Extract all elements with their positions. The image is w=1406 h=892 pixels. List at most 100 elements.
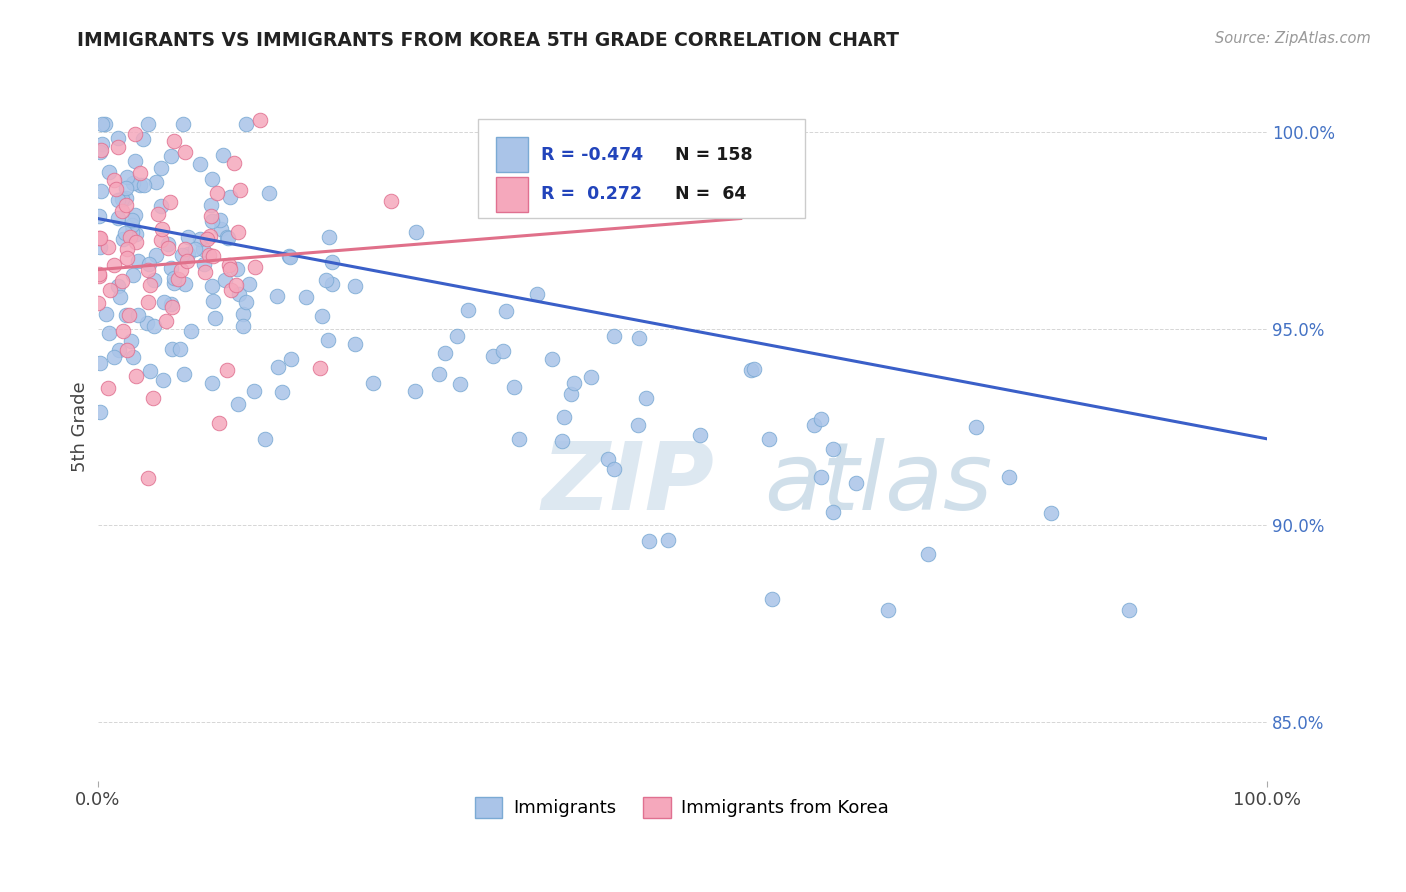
Point [111,203,134,218]
Point [318,230,340,244]
Point [136,294,159,309]
Point [90,184,112,198]
Point [1039,506,1062,520]
Point [427,367,450,381]
Point [118,308,141,322]
Point [596,452,619,467]
Point [257,186,280,201]
Point [149,161,172,175]
Point [125,368,148,383]
Point [132,131,155,145]
Point [115,252,138,266]
Point [823,505,845,519]
Point [149,199,172,213]
Point [162,343,184,357]
Point [201,214,224,228]
Point [155,314,177,328]
Point [280,351,302,366]
Point [149,233,172,247]
Point [823,442,845,457]
Point [198,248,221,262]
Point [152,373,174,387]
Text: R = -0.474: R = -0.474 [541,145,643,164]
Point [278,250,301,264]
Point [107,139,129,153]
Point [110,290,132,304]
Point [553,409,575,424]
Point [176,254,198,268]
Point [344,336,367,351]
Point [89,231,111,245]
Point [228,286,250,301]
Point [201,376,224,391]
Point [225,277,247,292]
Point [266,289,288,303]
Point [122,350,145,364]
Point [111,232,134,246]
Point [125,227,148,242]
Point [139,364,162,378]
Point [194,265,217,279]
Point [231,308,253,322]
Point [198,229,221,244]
Point [136,262,159,277]
Point [201,279,224,293]
Point [121,176,143,190]
Point [184,242,207,256]
Point [202,293,225,308]
Point [380,194,402,208]
Point [188,231,211,245]
Point [172,248,194,262]
Point [174,277,197,292]
Point [810,411,832,425]
Point [114,191,136,205]
Point [107,211,129,225]
Point [502,380,524,394]
Point [122,268,145,283]
Text: N =  64: N = 64 [675,186,747,203]
Point [845,476,868,491]
Point [138,257,160,271]
Point [97,165,120,179]
Point [758,432,780,446]
Point [249,113,271,128]
Point [114,198,136,212]
Point [136,471,159,485]
Point [243,384,266,398]
FancyBboxPatch shape [496,137,527,172]
Point [218,261,240,276]
Point [97,381,120,395]
Point [115,308,138,322]
Point [89,240,111,254]
Point [98,326,121,340]
Point [112,324,135,338]
Point [176,229,198,244]
Point [917,547,939,561]
Point [107,131,129,145]
Point [111,274,134,288]
FancyBboxPatch shape [478,119,806,219]
Point [111,192,134,206]
Legend: Immigrants, Immigrants from Korea: Immigrants, Immigrants from Korea [468,789,897,825]
Point [142,391,165,405]
Point [228,225,250,239]
Point [200,209,222,223]
Point [212,148,235,162]
Point [214,273,236,287]
Point [153,294,176,309]
Point [125,235,148,250]
Point [89,145,111,160]
Point [166,272,188,286]
Point [90,143,112,157]
Point [810,470,832,484]
Point [740,363,762,377]
Point [200,198,222,212]
Point [208,416,231,430]
Point [1118,603,1140,617]
Point [107,193,129,207]
Point [124,154,146,169]
Point [560,387,582,401]
Point [87,267,110,281]
Point [177,247,200,261]
Point [742,362,765,376]
